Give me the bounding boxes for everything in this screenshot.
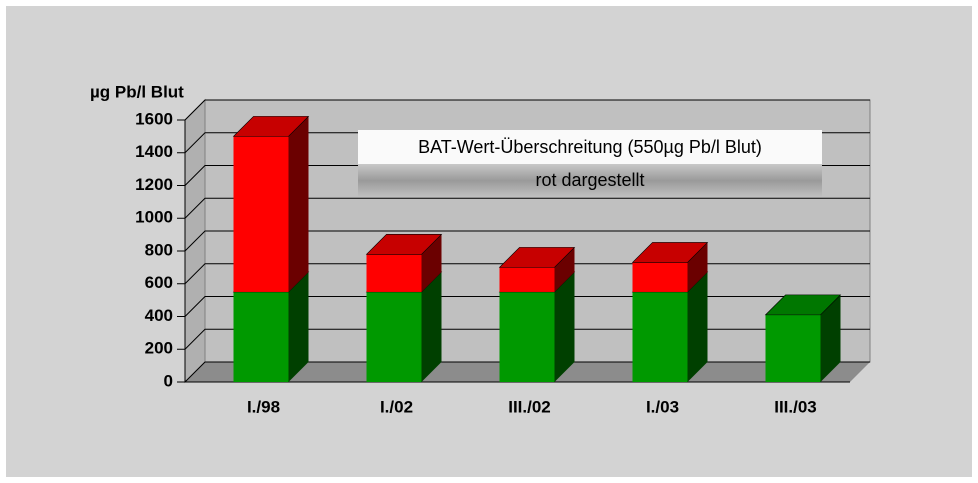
y-tick-label: 600 (145, 273, 173, 292)
bar-top (764, 294, 842, 316)
bar-front (366, 254, 422, 292)
y-tick-label: 1400 (135, 142, 173, 161)
x-tick-label: III./03 (774, 397, 817, 416)
bar (498, 247, 576, 292)
y-tick-label: 1600 (135, 109, 173, 128)
grid-line (184, 230, 870, 252)
bar-side (687, 271, 708, 382)
x-tick-label: I./03 (646, 397, 679, 416)
bar-side (687, 242, 708, 292)
bar-front (632, 291, 688, 382)
bar-front (366, 291, 422, 382)
bar-side (288, 271, 309, 382)
x-tick-label: I./98 (247, 397, 280, 416)
bar-front (499, 291, 555, 382)
y-axis-title: µg Pb/l Blut (90, 82, 184, 101)
bar-top (232, 116, 310, 137)
bar-front (499, 267, 555, 292)
annotation-line1: BAT-Wert-Überschreitung (550µg Pb/l Blut… (418, 137, 762, 157)
bar-side (421, 234, 442, 292)
bar-front (765, 314, 821, 382)
annotation-bottom (358, 164, 822, 197)
x-tick-label: I./02 (380, 397, 413, 416)
bar-top (365, 233, 443, 255)
y-tick-label: 400 (145, 306, 173, 325)
y-tick-label: 0 (164, 371, 173, 390)
y-tick-label: 1200 (135, 175, 173, 194)
grid-line (184, 197, 870, 219)
bar-side (820, 294, 841, 382)
bar-side (421, 271, 442, 382)
bar-front (632, 262, 688, 292)
annotation-top (358, 130, 822, 164)
bar (631, 242, 709, 292)
bar (232, 116, 310, 292)
annotation-line2: rot dargestellt (535, 170, 644, 190)
bar (764, 294, 842, 382)
y-tick-label: 200 (145, 339, 173, 358)
grid-line (184, 99, 870, 121)
bar-side (288, 116, 309, 292)
x-tick-label: III./02 (508, 397, 551, 416)
bar-side (554, 247, 575, 292)
bar-side (554, 271, 575, 382)
bar-top (498, 247, 576, 268)
y-tick-label: 800 (145, 240, 173, 259)
bar (365, 233, 443, 292)
y-tick-label: 1000 (135, 208, 173, 227)
bar-front (233, 136, 289, 292)
bar-front (233, 291, 289, 382)
annotation: BAT-Wert-Überschreitung (550µg Pb/l Blut… (358, 130, 822, 197)
bar-top (631, 242, 709, 263)
